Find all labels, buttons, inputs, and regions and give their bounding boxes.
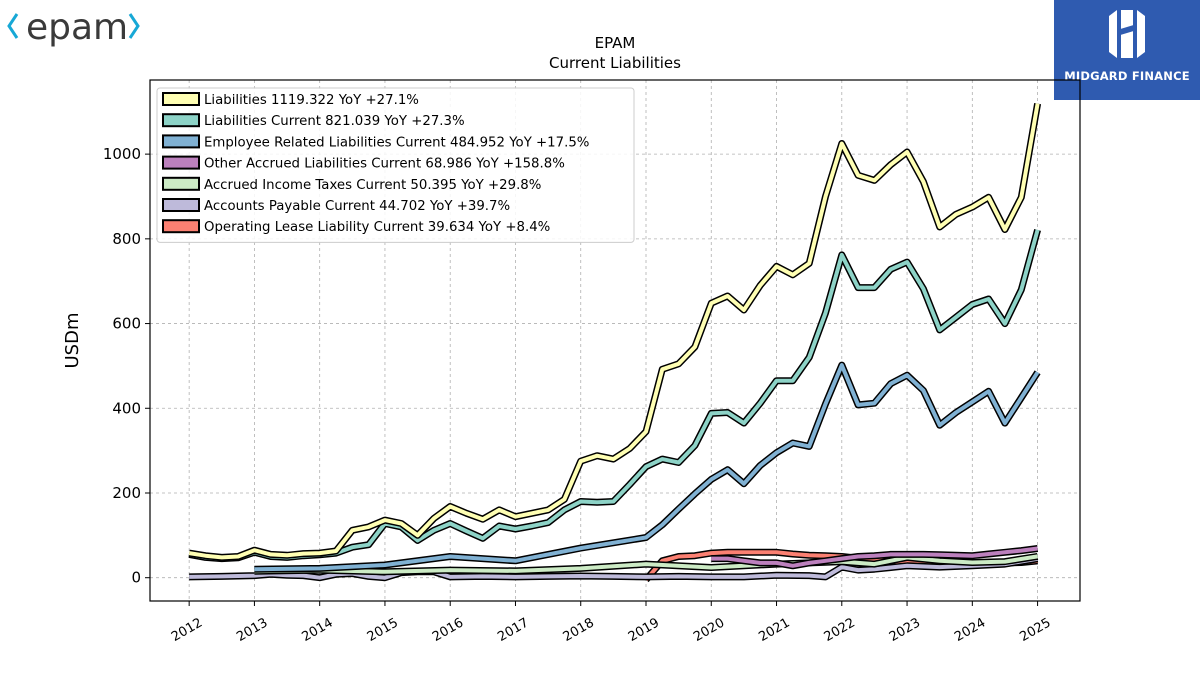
legend-swatch bbox=[162, 92, 200, 106]
legend-swatch bbox=[162, 155, 200, 170]
series-outline-liabilities-current bbox=[188, 228, 1041, 563]
y-tick-label: 1000 bbox=[103, 145, 141, 163]
series-line-accounts-payable-current bbox=[189, 556, 1038, 580]
legend-swatch bbox=[162, 134, 200, 149]
legend-label: Accounts Payable Current 44.702 YoY +39.… bbox=[204, 199, 510, 214]
legend-label: Accrued Income Taxes Current 50.395 YoY … bbox=[204, 178, 541, 193]
x-tick-label: 2021 bbox=[756, 615, 792, 645]
legend-box bbox=[156, 87, 635, 243]
legend-label: Employee Related Liabilities Current 484… bbox=[204, 135, 589, 150]
legend-label: Operating Lease Liability Current 39.634… bbox=[204, 220, 550, 235]
series-line-other-accrued-liabilities-current bbox=[711, 546, 1038, 568]
chart-subtitle: Current Liabilities bbox=[549, 54, 681, 72]
legend-swatch bbox=[162, 113, 200, 128]
x-tick-label: 2018 bbox=[561, 615, 597, 645]
x-tick-label: 2016 bbox=[430, 615, 466, 645]
x-tick-label: 2022 bbox=[822, 615, 858, 645]
x-tick-label: 2020 bbox=[691, 615, 727, 645]
legend-label: Other Accrued Liabilities Current 68.986… bbox=[204, 157, 565, 172]
legend-swatch bbox=[162, 198, 200, 212]
midgard-emblem-icon bbox=[1109, 10, 1145, 58]
chart-title: EPAM bbox=[594, 34, 636, 52]
y-tick-label: 600 bbox=[112, 315, 141, 333]
legend-swatch bbox=[162, 219, 200, 234]
x-tick-label: 2024 bbox=[952, 615, 988, 645]
series-group bbox=[188, 103, 1042, 583]
series-line-liabilities-current bbox=[188, 229, 1040, 561]
epam-logo-text: epam bbox=[26, 7, 128, 48]
midgard-finance-logo: MIDGARD FINANCE bbox=[1054, 0, 1200, 100]
x-tick-label: 2017 bbox=[495, 615, 531, 645]
y-tick-label: 200 bbox=[112, 484, 141, 502]
y-tick-label: 400 bbox=[112, 399, 141, 417]
x-tick-label: 2015 bbox=[365, 615, 401, 645]
midgard-finance-logo-text: MIDGARD FINANCE bbox=[1064, 69, 1190, 83]
x-tick-label: 2023 bbox=[887, 615, 923, 645]
y-tick-label: 800 bbox=[112, 230, 141, 248]
x-tick-label: 2012 bbox=[169, 615, 205, 645]
epam-logo: epam bbox=[4, 2, 144, 54]
x-tick-label: 2014 bbox=[300, 615, 336, 645]
legend-label: Liabilities 1119.322 YoY +27.1% bbox=[204, 93, 419, 108]
x-tick-label: 2013 bbox=[234, 615, 270, 645]
series-line-employee-related-liabilities-current bbox=[254, 363, 1040, 572]
x-tick-label: 2025 bbox=[1017, 615, 1053, 645]
plot-frame bbox=[149, 79, 1081, 602]
x-tick-label: 2019 bbox=[626, 615, 662, 645]
y-axis-label: USDm bbox=[62, 313, 83, 369]
legend-swatch bbox=[162, 176, 200, 191]
series-line-liabilities bbox=[188, 103, 1040, 560]
legend-label: Liabilities Current 821.039 YoY +27.3% bbox=[204, 114, 465, 129]
y-tick-label: 0 bbox=[131, 569, 141, 587]
